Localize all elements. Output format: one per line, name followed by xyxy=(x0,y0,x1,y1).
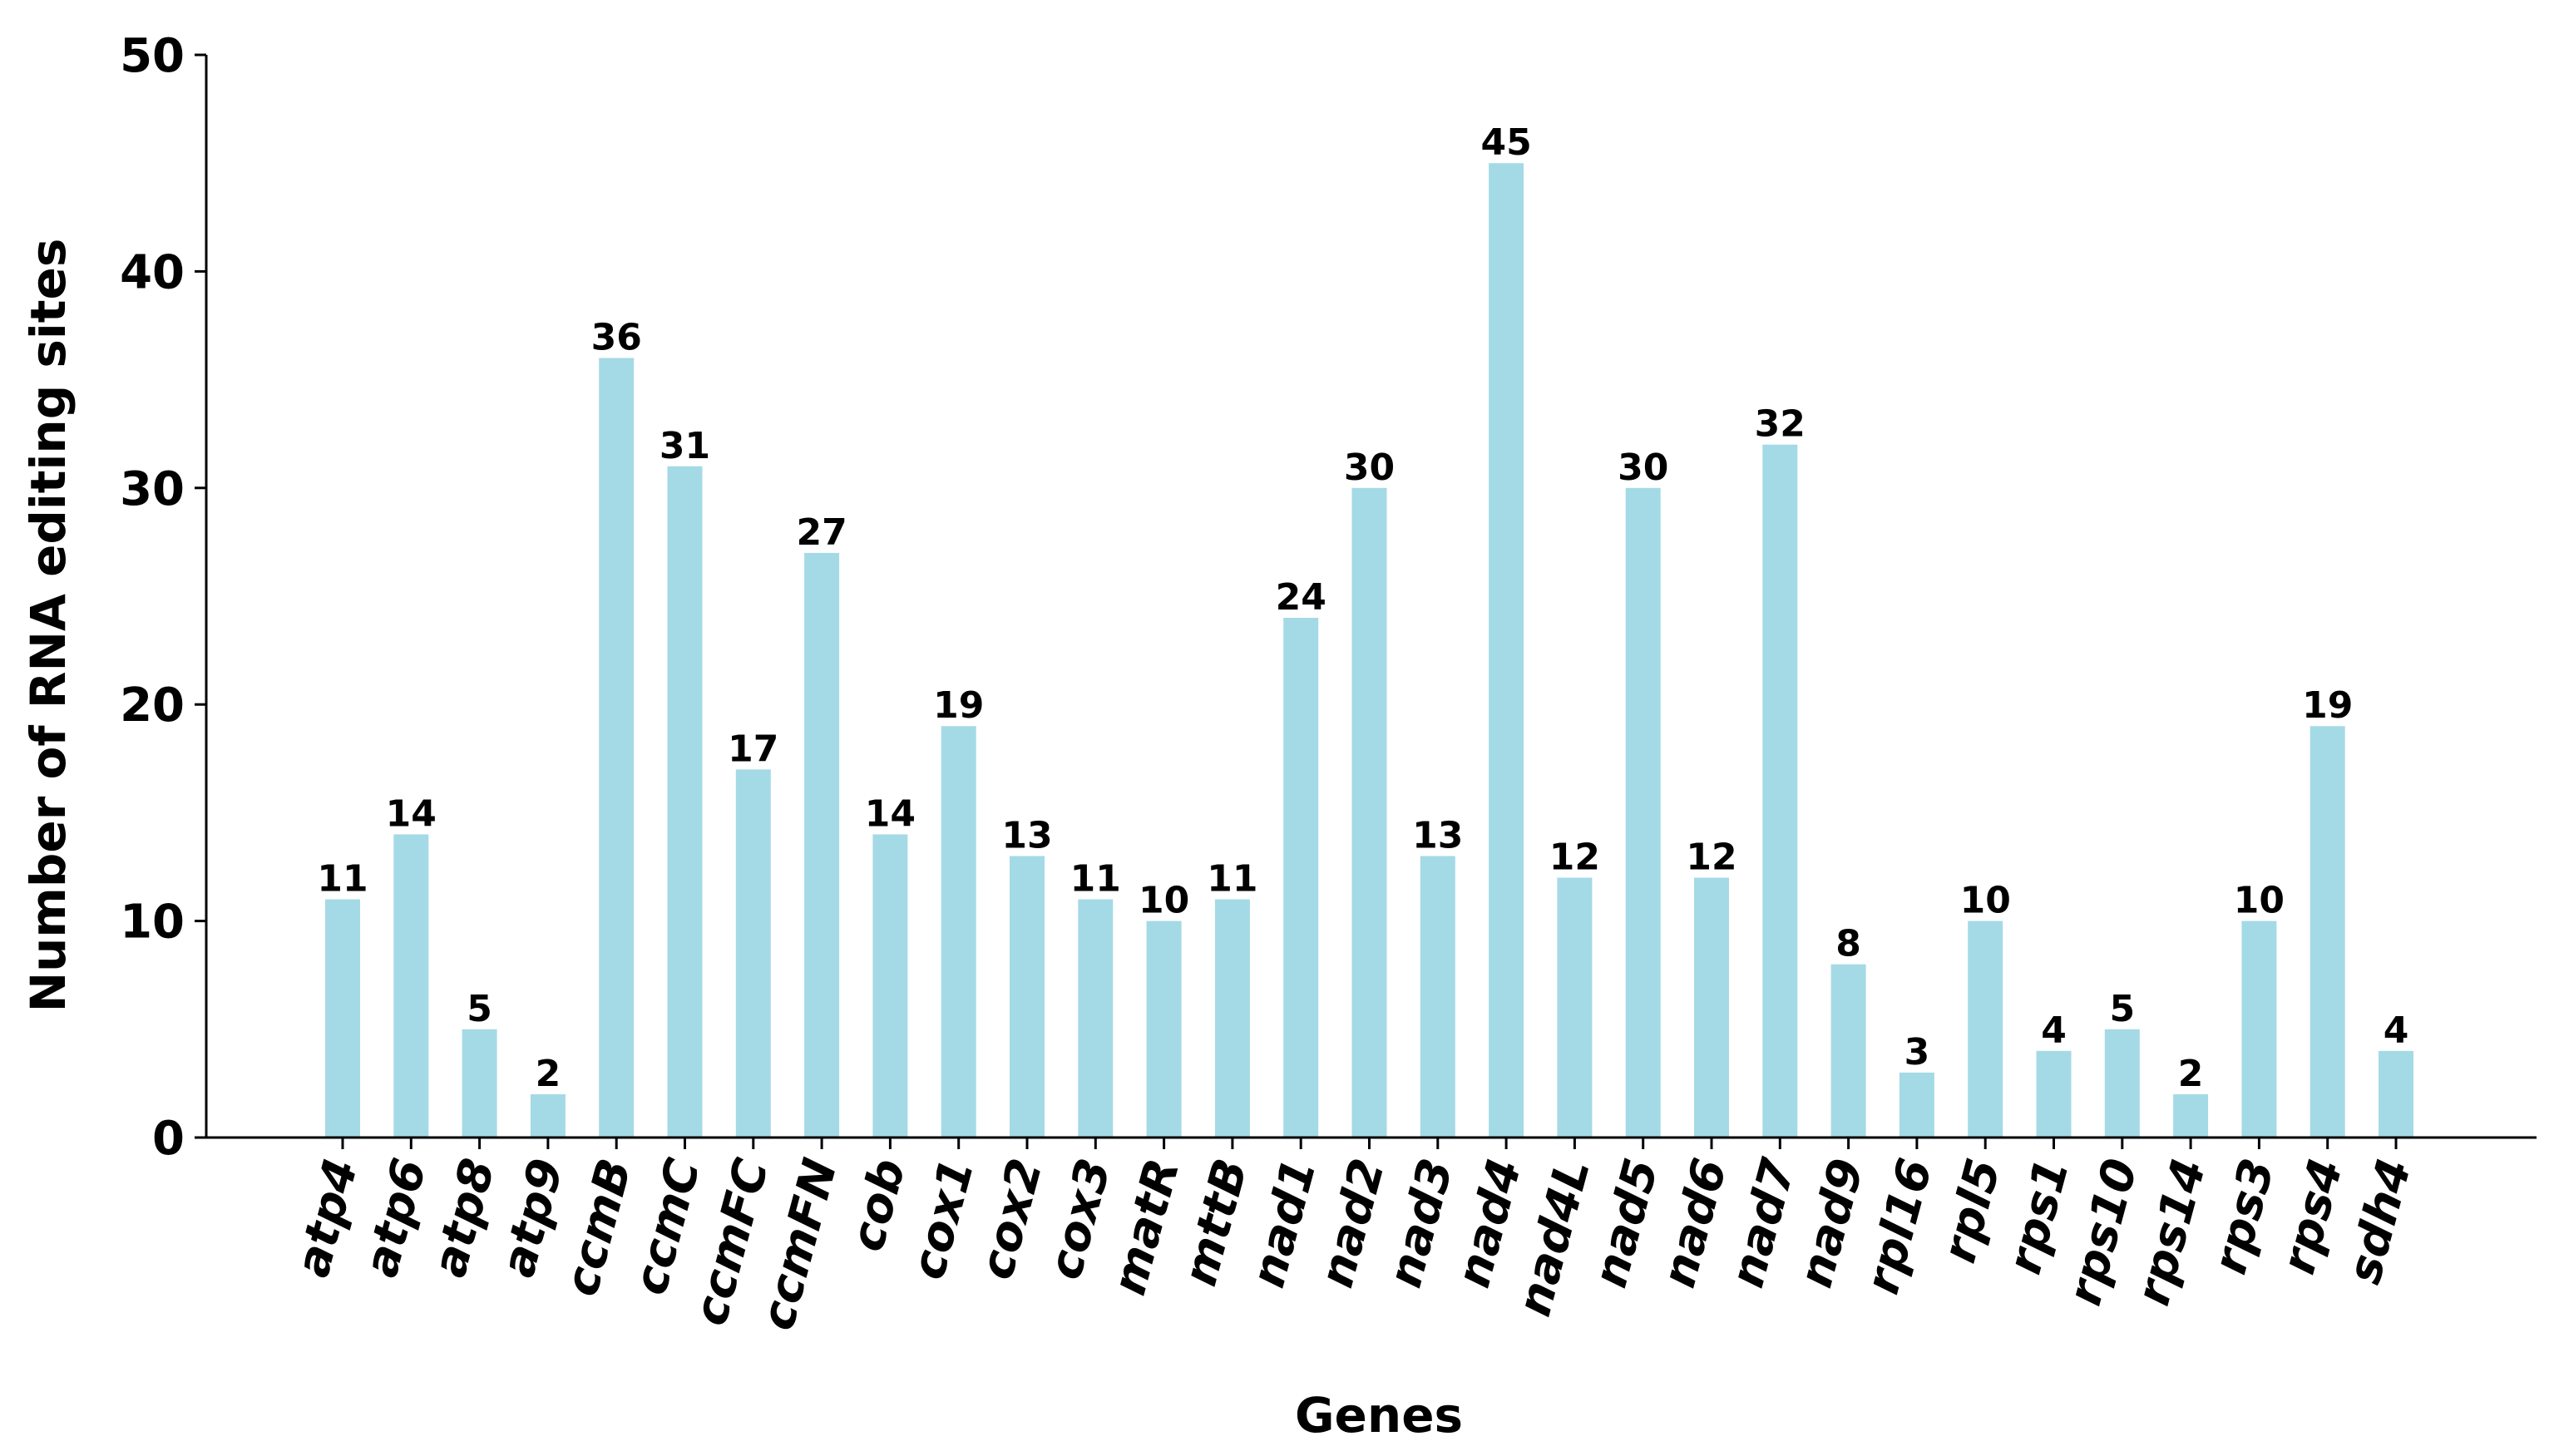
bar-value-label: 19 xyxy=(933,684,984,727)
bar xyxy=(599,358,635,1138)
bar-value-label: 13 xyxy=(1001,814,1052,856)
bar-value-label: 10 xyxy=(2234,880,2285,922)
bar-value-label: 30 xyxy=(1344,447,1395,489)
bar-value-label: 24 xyxy=(1276,576,1326,619)
y-axis-title: Number of RNA editing sites xyxy=(20,239,77,1013)
bar xyxy=(325,899,360,1138)
value-labels-group: 1114523631172714191311101124301345123012… xyxy=(317,121,2408,1095)
x-ticks-group: atp4atp6atp8atp9ccmBccmCccmFCccmFNcobcox… xyxy=(286,1138,2423,1335)
bar xyxy=(1694,877,1729,1138)
x-tick-label: rpl5 xyxy=(1932,1153,2011,1268)
bar xyxy=(2379,1050,2413,1138)
bar xyxy=(2036,1050,2072,1138)
bar-value-label: 2 xyxy=(2178,1053,2204,1095)
bar xyxy=(2104,1029,2140,1138)
bar xyxy=(1078,899,1114,1138)
bar-value-label: 36 xyxy=(591,317,642,359)
bar-value-label: 12 xyxy=(1686,837,1736,879)
bar xyxy=(1830,964,1866,1138)
bar-value-label: 4 xyxy=(2384,1009,2409,1052)
bar-value-label: 11 xyxy=(317,858,368,901)
y-tick-label: 20 xyxy=(120,679,185,733)
bar-value-label: 5 xyxy=(2109,988,2135,1030)
bar-value-label: 4 xyxy=(2041,1009,2067,1052)
bar xyxy=(872,834,908,1138)
bar-value-label: 32 xyxy=(1755,403,1806,446)
bar-value-label: 8 xyxy=(1835,923,1861,965)
bar-value-label: 11 xyxy=(1070,858,1121,901)
bar-value-label: 10 xyxy=(1139,880,1189,922)
bar xyxy=(1283,618,1319,1138)
y-tick-label: 30 xyxy=(120,462,185,516)
bar xyxy=(1489,163,1524,1138)
bar-value-label: 17 xyxy=(728,728,778,770)
bar-value-label: 30 xyxy=(1618,447,1668,489)
bar xyxy=(1899,1072,1934,1138)
x-tick-label: cob xyxy=(840,1153,916,1257)
bar xyxy=(1420,856,1455,1138)
bar xyxy=(1557,877,1593,1138)
bar xyxy=(2241,920,2277,1138)
bar xyxy=(1968,920,2003,1138)
bars-group xyxy=(325,163,2413,1138)
bar xyxy=(462,1029,497,1138)
bar xyxy=(2310,726,2345,1138)
y-tick-label: 50 xyxy=(120,29,185,83)
bar xyxy=(735,769,771,1138)
bar xyxy=(804,552,840,1138)
bar xyxy=(1010,856,1045,1138)
bar-value-label: 27 xyxy=(796,511,847,554)
bar-value-label: 14 xyxy=(386,792,437,835)
x-axis-title: Genes xyxy=(1295,1387,1463,1444)
bar xyxy=(941,726,976,1138)
y-ticks-group: 0 10 20 30 40 50 xyxy=(120,29,206,1166)
bar xyxy=(667,466,703,1138)
bar xyxy=(530,1093,566,1138)
bar-value-label: 19 xyxy=(2302,684,2353,727)
bar xyxy=(1625,487,1661,1138)
bar-value-label: 13 xyxy=(1412,814,1463,856)
bar-value-label: 10 xyxy=(1960,880,2011,922)
y-tick-label: 10 xyxy=(120,896,185,950)
bar-value-label: 11 xyxy=(1207,858,1257,901)
bar-value-label: 14 xyxy=(865,792,916,835)
bar xyxy=(1146,920,1182,1138)
bar xyxy=(2173,1093,2209,1138)
bar-value-label: 45 xyxy=(1480,121,1531,164)
bar-value-label: 31 xyxy=(660,425,710,467)
y-tick-label: 0 xyxy=(152,1112,185,1166)
bar xyxy=(1351,487,1387,1138)
bar xyxy=(1214,899,1250,1138)
bar-value-label: 2 xyxy=(536,1053,561,1095)
y-tick-label: 40 xyxy=(120,245,185,299)
bar-value-label: 5 xyxy=(467,988,492,1030)
bar xyxy=(1762,444,1798,1138)
bar-value-label: 12 xyxy=(1549,837,1600,879)
bar xyxy=(393,834,429,1138)
bar-value-label: 3 xyxy=(1904,1031,1930,1073)
